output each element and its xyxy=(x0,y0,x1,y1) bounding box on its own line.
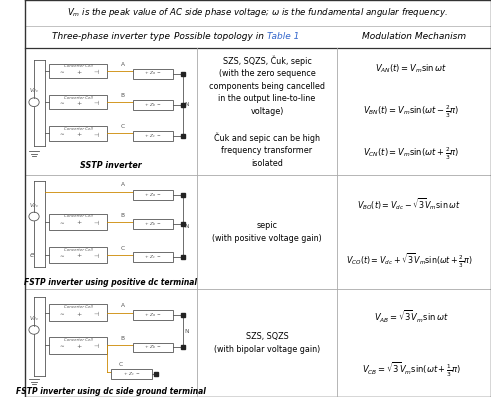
Bar xyxy=(133,190,173,200)
Text: $\dashv$: $\dashv$ xyxy=(91,341,100,351)
Text: $+$: $+$ xyxy=(76,342,82,350)
Text: Converter Cell: Converter Cell xyxy=(64,96,92,100)
Bar xyxy=(133,343,173,352)
Text: C: C xyxy=(119,362,123,367)
Text: N: N xyxy=(185,224,189,229)
Text: FSTP inverter using positive dc terminal: FSTP inverter using positive dc terminal xyxy=(24,278,197,287)
Text: $V_{dc}$: $V_{dc}$ xyxy=(29,86,39,94)
Text: FSTP inverter using dc side ground terminal: FSTP inverter using dc side ground termi… xyxy=(16,387,206,396)
Bar xyxy=(133,310,173,320)
Text: $\sim$: $\sim$ xyxy=(58,220,65,225)
Text: C: C xyxy=(121,124,125,129)
Text: SZS, SQZS
(with bipolar voltage gain): SZS, SQZS (with bipolar voltage gain) xyxy=(214,332,320,354)
Text: $+\ Z_{a}\ -$: $+\ Z_{a}\ -$ xyxy=(144,191,162,199)
Text: $V_{CB} = \sqrt{3}V_m \sin(\omega t + \frac{1}{3}\pi)$: $V_{CB} = \sqrt{3}V_m \sin(\omega t + \f… xyxy=(362,361,461,379)
Text: $+\ Z_{b}\ -$: $+\ Z_{b}\ -$ xyxy=(144,344,162,351)
Text: $+\ Z_{c}\ -$: $+\ Z_{c}\ -$ xyxy=(123,370,140,378)
Text: $V_m$ is the peak value of AC side phase voltage; $\omega$ is the fundamental an: $V_m$ is the peak value of AC side phase… xyxy=(67,6,448,19)
Text: Modulation Mechanism: Modulation Mechanism xyxy=(362,32,466,41)
Text: $\dashv$: $\dashv$ xyxy=(91,67,100,76)
Text: Table 1: Table 1 xyxy=(267,32,300,41)
Bar xyxy=(49,337,108,354)
Text: $\sim$: $\sim$ xyxy=(58,253,65,258)
Text: $V_{CO}(t) = V_{dc} + \sqrt{3}V_m \sin(\omega t + \frac{2}{3}\pi)$: $V_{CO}(t) = V_{dc} + \sqrt{3}V_m \sin(\… xyxy=(346,251,472,270)
Text: $\sim$: $\sim$ xyxy=(58,131,65,137)
Text: $+\ Z_{b}\ -$: $+\ Z_{b}\ -$ xyxy=(144,101,162,108)
Text: $e$: $e$ xyxy=(29,251,35,259)
Text: Converter Cell: Converter Cell xyxy=(64,248,92,252)
Text: Converter Cell: Converter Cell xyxy=(64,127,92,131)
Text: $\sim$: $\sim$ xyxy=(58,100,65,106)
Text: $V_{BN}(t) = V_m \sin(\omega t - \frac{2}{3}\pi)$: $V_{BN}(t) = V_m \sin(\omega t - \frac{2… xyxy=(363,103,460,119)
Bar xyxy=(49,304,108,321)
Text: Converter Cell: Converter Cell xyxy=(64,214,92,218)
Bar xyxy=(49,95,108,110)
Text: $V_{dc}$: $V_{dc}$ xyxy=(29,314,39,323)
Text: B: B xyxy=(121,336,125,341)
Bar xyxy=(111,369,152,379)
Text: $+\ Z_{a}\ -$: $+\ Z_{a}\ -$ xyxy=(144,70,162,77)
Text: $+$: $+$ xyxy=(76,130,82,138)
Text: Possible topology in: Possible topology in xyxy=(174,32,267,41)
Text: $V_{AB} = \sqrt{3}V_m \sin \omega t$: $V_{AB} = \sqrt{3}V_m \sin \omega t$ xyxy=(374,308,449,324)
Text: $\dashv$: $\dashv$ xyxy=(91,218,100,227)
Text: B: B xyxy=(121,212,125,218)
Text: N: N xyxy=(185,102,189,107)
Text: $\dashv$: $\dashv$ xyxy=(91,309,100,318)
Text: $V_{AN}(t) = V_m \sin \omega t$: $V_{AN}(t) = V_m \sin \omega t$ xyxy=(376,63,447,75)
Text: sepic
(with positive voltage gain): sepic (with positive voltage gain) xyxy=(212,221,322,243)
Text: C: C xyxy=(121,246,125,251)
Bar xyxy=(133,100,173,110)
Bar xyxy=(133,69,173,79)
Bar xyxy=(133,252,173,262)
Text: $\sim$: $\sim$ xyxy=(58,311,65,316)
Text: $V_{dc}$: $V_{dc}$ xyxy=(29,201,39,210)
Bar xyxy=(133,219,173,229)
Text: $\sim$: $\sim$ xyxy=(58,69,65,74)
Text: $\dashv$: $\dashv$ xyxy=(91,129,100,139)
Text: $+$: $+$ xyxy=(76,68,82,76)
Text: $+$: $+$ xyxy=(76,251,82,260)
Text: $\dashv$: $\dashv$ xyxy=(91,98,100,108)
Text: $+\ Z_{c}\ -$: $+\ Z_{c}\ -$ xyxy=(144,132,162,140)
Text: Converter Cell: Converter Cell xyxy=(64,64,92,68)
Text: Converter Cell: Converter Cell xyxy=(64,337,92,342)
Text: SSTP inverter: SSTP inverter xyxy=(80,162,142,170)
Text: N: N xyxy=(185,329,189,334)
Text: $+$: $+$ xyxy=(76,218,82,226)
Text: $+$: $+$ xyxy=(76,310,82,318)
Text: $V_{BO}(t) = V_{dc} - \sqrt{3}V_m \sin \omega t$: $V_{BO}(t) = V_{dc} - \sqrt{3}V_m \sin \… xyxy=(357,196,461,212)
Text: $+\ Z_{a}\ -$: $+\ Z_{a}\ -$ xyxy=(144,311,162,319)
Text: $\dashv$: $\dashv$ xyxy=(91,251,100,260)
Text: $+\ Z_{b}\ -$: $+\ Z_{b}\ -$ xyxy=(144,220,162,228)
Text: $+\ Z_{c}\ -$: $+\ Z_{c}\ -$ xyxy=(144,253,162,261)
Bar xyxy=(49,64,108,78)
Text: $+$: $+$ xyxy=(76,99,82,107)
Bar xyxy=(49,247,108,263)
Text: Three-phase inverter type: Three-phase inverter type xyxy=(52,32,170,41)
Text: $\sim$: $\sim$ xyxy=(58,343,65,349)
Bar xyxy=(49,126,108,141)
Text: SZS, SQZS, Čuk, sepic
(with the zero sequence
components being cancelled
in the : SZS, SQZS, Čuk, sepic (with the zero seq… xyxy=(209,55,325,168)
Text: A: A xyxy=(121,303,125,308)
Text: B: B xyxy=(121,93,125,98)
Text: A: A xyxy=(121,62,125,67)
Bar xyxy=(49,214,108,229)
Bar xyxy=(133,131,173,141)
Text: Converter Cell: Converter Cell xyxy=(64,305,92,309)
Text: A: A xyxy=(121,182,125,187)
Text: $V_{CN}(t) = V_m \sin(\omega t + \frac{2}{3}\pi)$: $V_{CN}(t) = V_m \sin(\omega t + \frac{2… xyxy=(363,146,460,162)
